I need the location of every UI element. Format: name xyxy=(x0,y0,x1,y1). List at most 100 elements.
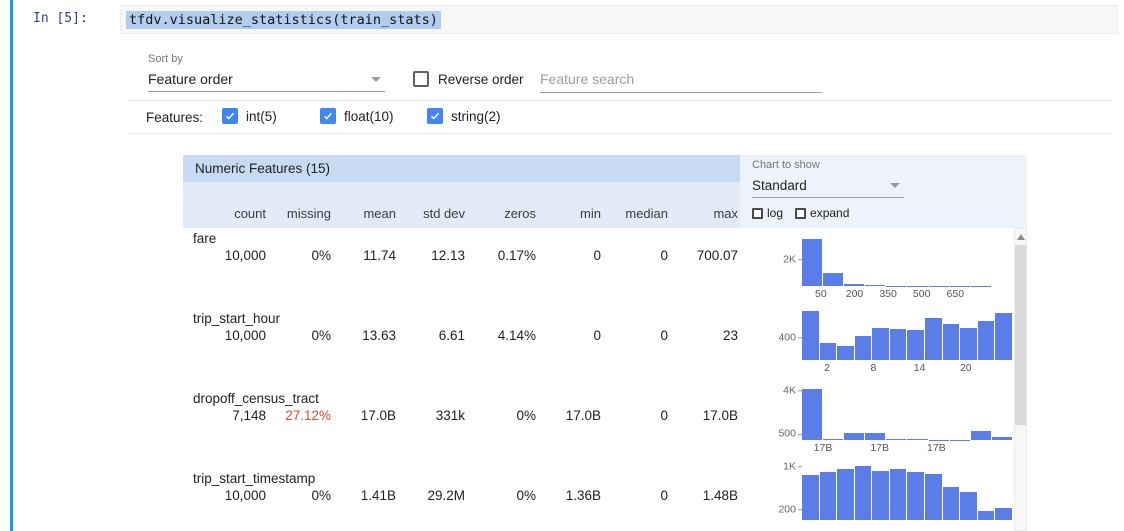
stat-cell-missing-alert: 27.12% xyxy=(285,408,331,423)
stat-cell: 0 xyxy=(660,488,668,503)
histogram-bar xyxy=(925,473,942,520)
histogram-plot xyxy=(802,386,1012,440)
stat-cell: 0% xyxy=(311,488,331,503)
histogram-bar xyxy=(907,439,928,440)
filter-float-label: float(10) xyxy=(344,108,394,124)
histogram-fare: 2K 50 200 350 500 650 xyxy=(768,232,1014,304)
x-axis: 17B 17B 17B xyxy=(802,440,1012,456)
histogram-bar xyxy=(995,507,1012,520)
stat-cell: 17.0B xyxy=(702,408,738,423)
stat-cell: 6.61 xyxy=(438,328,465,343)
col-header-count: count xyxy=(234,206,266,221)
y-tick-label: 4K xyxy=(783,384,802,397)
x-tick-label: 500 xyxy=(912,288,931,300)
y-tick-label: 2K xyxy=(783,252,802,265)
histogram-bar xyxy=(872,471,889,520)
code-text[interactable]: tfdv.visualize_statistics(train_stats) xyxy=(126,10,441,29)
histogram-bar xyxy=(995,312,1012,360)
histogram-bar xyxy=(819,342,837,360)
stat-cell: 17.0B xyxy=(565,408,601,423)
expand-label: expand xyxy=(810,206,850,220)
expand-checkbox[interactable] xyxy=(795,207,807,219)
filter-string-label: string(2) xyxy=(451,108,501,124)
filter-float[interactable]: float(10) xyxy=(320,108,394,124)
y-axis: 1K 200 xyxy=(768,461,802,520)
histogram-bar xyxy=(925,317,942,360)
stat-cell: 17.0B xyxy=(360,408,396,423)
checkmark-icon xyxy=(430,112,440,120)
x-axis xyxy=(802,520,1012,531)
chart-to-show-label: Chart to show xyxy=(752,159,820,171)
y-tick-label: 400 xyxy=(778,331,802,344)
x-tick-label: 2 xyxy=(824,362,831,374)
histogram-bar xyxy=(844,284,865,286)
stat-cell: 10,000 xyxy=(224,328,266,343)
histogram-bar xyxy=(942,486,960,520)
table-row: dropoff_census_tract 7,148 27.12% 17.0B … xyxy=(183,388,740,468)
feature-search-input[interactable] xyxy=(540,66,822,93)
stat-cell: 0% xyxy=(311,248,331,263)
table-title: Numeric Features (15) xyxy=(183,155,740,182)
stat-cell: 0 xyxy=(660,248,668,263)
y-tick-label: 200 xyxy=(778,502,802,515)
sort-by-dropdown[interactable]: Feature order xyxy=(148,67,385,92)
x-tick-label: 17B xyxy=(813,442,833,454)
code-input[interactable]: tfdv.visualize_statistics(train_stats) xyxy=(120,5,1118,34)
chart-type-dropdown[interactable]: Standard xyxy=(752,174,904,198)
expand-toggle[interactable]: expand xyxy=(795,206,849,220)
filter-int[interactable]: int(5) xyxy=(222,108,277,124)
charts-scrollbar[interactable] xyxy=(1014,228,1027,531)
histogram-bar xyxy=(844,433,865,440)
x-axis: 50 200 350 500 650 xyxy=(802,286,1012,302)
filter-string[interactable]: string(2) xyxy=(427,108,501,124)
scrollbar-thumb[interactable] xyxy=(1015,245,1026,425)
histogram-bar xyxy=(907,471,925,520)
col-header-stddev: std dev xyxy=(423,206,465,221)
histogram-trip-start-timestamp: 1K 200 xyxy=(768,461,1014,531)
reverse-order-toggle[interactable]: Reverse order xyxy=(413,71,524,87)
histogram-plot xyxy=(802,306,1012,360)
cell-prompt: In [5]: xyxy=(33,11,88,26)
log-label: log xyxy=(767,206,784,220)
histogram-plot xyxy=(802,232,1012,286)
float-checkbox[interactable] xyxy=(320,108,336,124)
x-tick-label: 8 xyxy=(870,362,877,374)
stat-cell: 10,000 xyxy=(224,488,266,503)
int-checkbox[interactable] xyxy=(222,108,238,124)
y-tick-label: 500 xyxy=(778,427,802,440)
y-axis: 2K xyxy=(768,232,802,286)
histogram-bar xyxy=(837,468,854,520)
x-tick-label: 350 xyxy=(879,288,897,300)
string-checkbox[interactable] xyxy=(427,108,443,124)
stat-cell: 29.2M xyxy=(427,488,465,503)
log-toggle[interactable]: log xyxy=(752,206,783,220)
checkmark-icon xyxy=(323,112,333,120)
x-tick-label: 20 xyxy=(959,362,972,374)
x-tick-label: 50 xyxy=(815,288,827,300)
x-tick-label: 14 xyxy=(913,362,926,374)
stat-cell: 0 xyxy=(660,408,668,423)
histogram-bar xyxy=(991,436,1012,440)
histogram-bar xyxy=(907,330,925,360)
features-label: Features: xyxy=(146,110,204,125)
stat-cell: 10,000 xyxy=(224,248,266,263)
stat-cell: 0 xyxy=(593,328,601,343)
stat-cell: 23 xyxy=(722,328,738,343)
reverse-order-label: Reverse order xyxy=(438,71,524,87)
stat-cell: 1.48B xyxy=(702,488,738,503)
scroll-up-icon[interactable] xyxy=(1017,234,1025,240)
col-header-mean: mean xyxy=(363,206,396,221)
divider xyxy=(128,100,1112,101)
histogram-bar xyxy=(889,468,907,520)
column-headers: count missing mean std dev zeros min med… xyxy=(183,182,740,228)
chart-type-value: Standard xyxy=(752,178,807,193)
stat-cell: 700.07 xyxy=(696,248,738,263)
histogram-bar xyxy=(886,439,907,440)
table-row: trip_start_timestamp 10,000 0% 1.41B 29.… xyxy=(183,468,740,531)
divider xyxy=(128,133,1112,134)
log-checkbox[interactable] xyxy=(752,207,763,219)
feature-name: trip_start_timestamp xyxy=(193,471,316,486)
histogram-bar xyxy=(865,285,886,286)
reverse-order-checkbox[interactable] xyxy=(413,71,429,87)
filter-int-label: int(5) xyxy=(246,108,277,124)
